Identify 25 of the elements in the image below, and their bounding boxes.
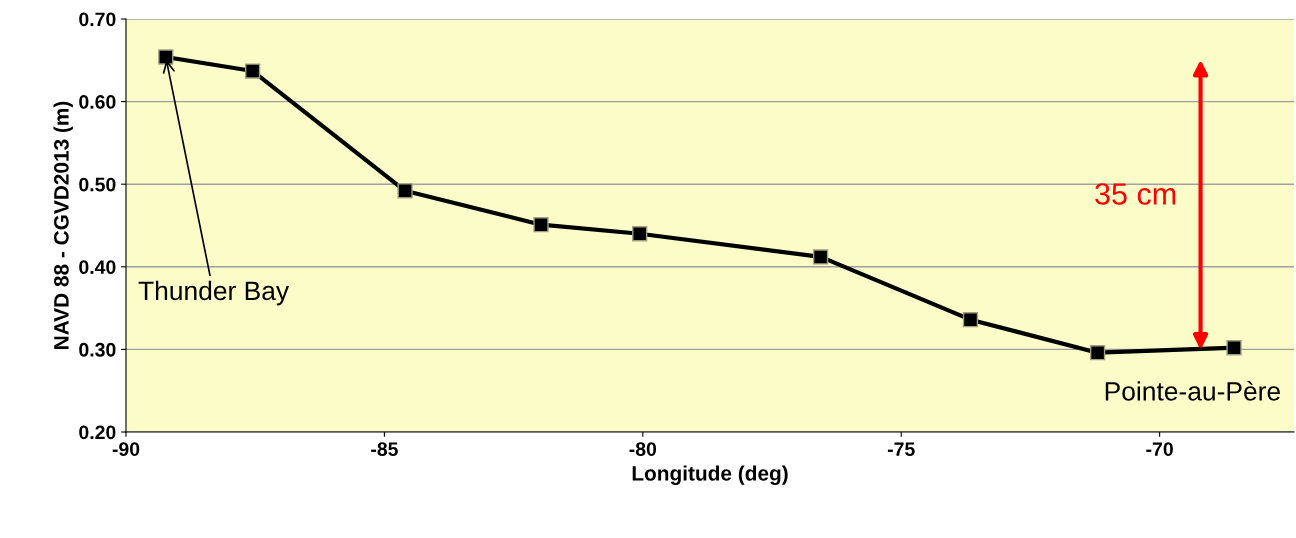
point — [1089, 345, 1106, 361]
point — [533, 217, 549, 233]
point — [1226, 340, 1242, 356]
x-tick-label: -70 — [1146, 442, 1173, 456]
y-tick-label: 0.70 — [79, 12, 116, 27]
point — [812, 249, 829, 265]
y-tick-label: 0.50 — [79, 177, 116, 192]
annotation: Thunder Bay — [138, 280, 290, 306]
y-tick-label: 0.30 — [79, 342, 116, 357]
point — [632, 226, 648, 242]
annotation: Pointe-au-Père — [1105, 380, 1280, 401]
x-tick-label: -75 — [887, 442, 915, 456]
annotation: 35 cm — [1095, 183, 1176, 205]
point — [962, 312, 979, 328]
x-tick-label: -85 — [371, 442, 398, 456]
x-tick-label: -80 — [629, 442, 657, 456]
x-tick-label: -90 — [112, 442, 140, 456]
y-tick-label: 0.40 — [79, 260, 116, 275]
point — [158, 49, 174, 65]
y-axis-title: NAVD 88 - CGVD2013 (m) — [53, 101, 73, 349]
point — [397, 183, 413, 199]
y-tick-label: 0.60 — [79, 95, 116, 109]
x-axis-title: Longitude (deg) — [632, 465, 788, 485]
y-tick-label: 0.20 — [79, 425, 116, 440]
point — [244, 63, 261, 79]
